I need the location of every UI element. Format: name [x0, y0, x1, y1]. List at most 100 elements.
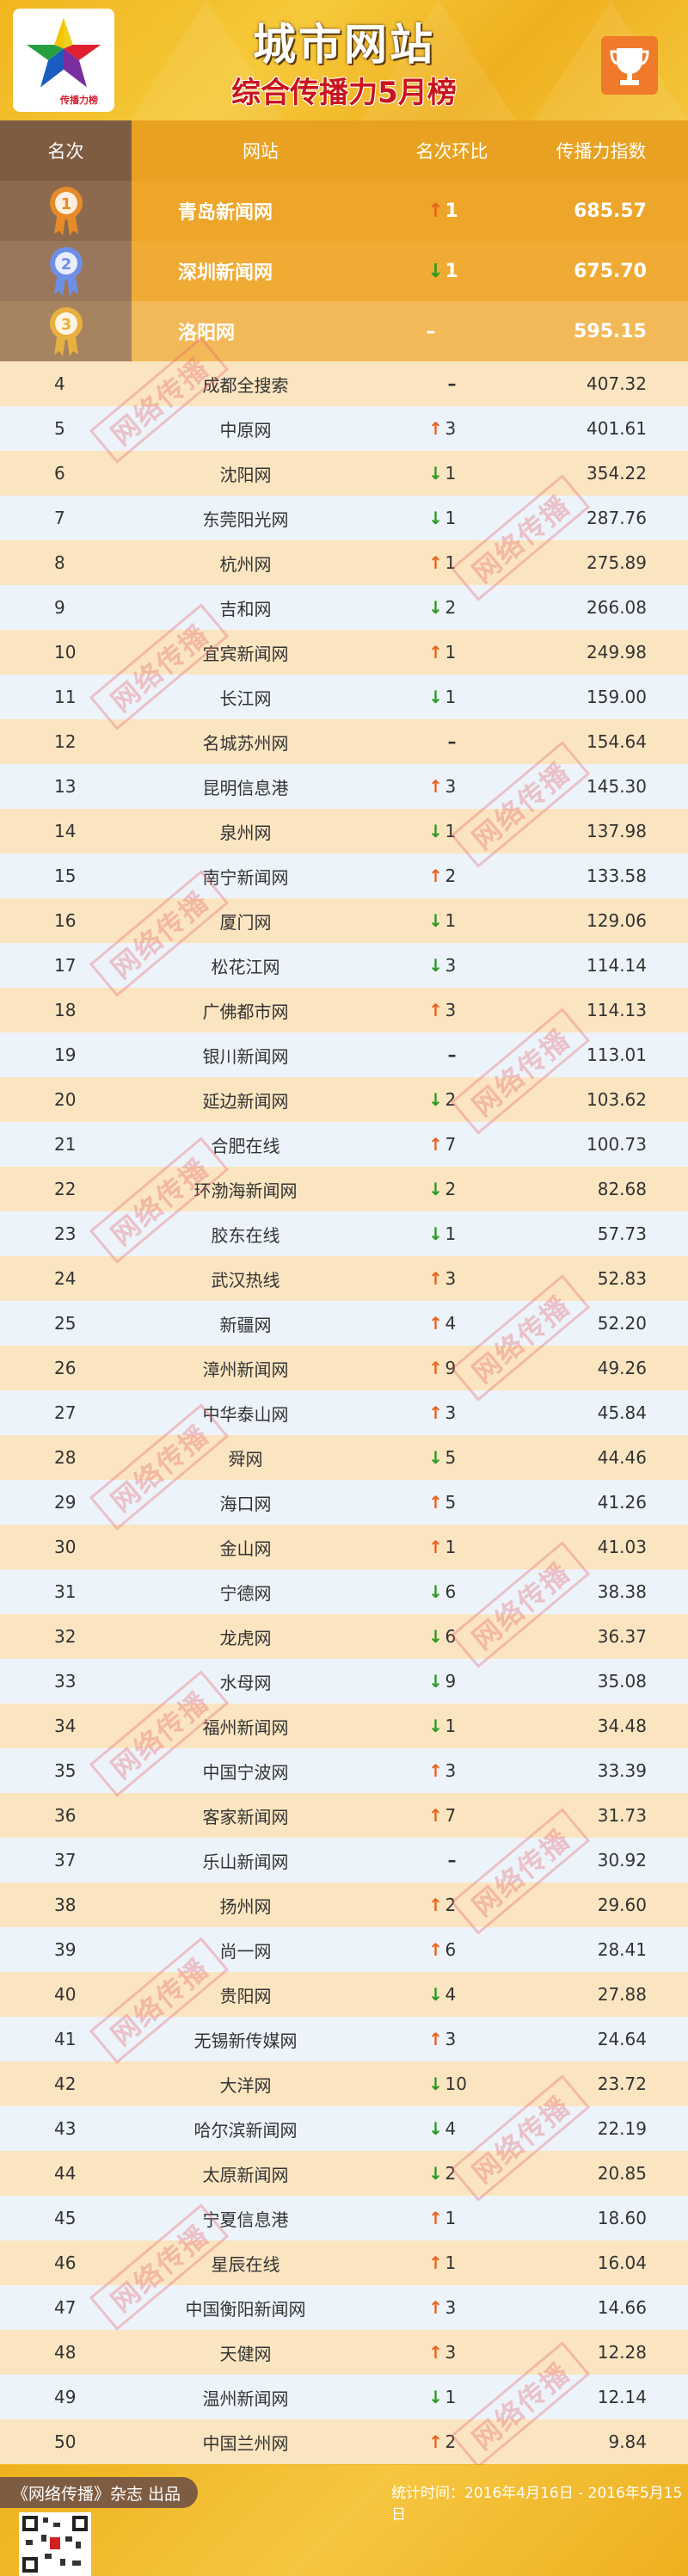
score: 675.70 [574, 260, 647, 282]
rank: 43 [54, 2118, 77, 2139]
arrow-down-icon: ↓ [428, 1447, 443, 1468]
site-name: 新疆网 [219, 1314, 272, 1335]
score: 22.19 [597, 2118, 647, 2139]
arrow-up-icon: ↑ [428, 2342, 443, 2363]
rank: 38 [54, 1895, 77, 1915]
score: 249.98 [587, 642, 647, 662]
site-name: 中原网 [219, 419, 272, 441]
score: 401.61 [587, 418, 647, 439]
rank: 33 [54, 1671, 77, 1692]
rank-change: ↑ 1 [390, 540, 514, 585]
rank-change: ↑ 3 [390, 2285, 514, 2330]
arrow-down-icon: ↓ [428, 463, 443, 484]
rank: 16 [54, 910, 77, 931]
site-name: 福州新闻网 [202, 1716, 289, 1738]
rank-change: ↑ 2 [390, 2419, 514, 2464]
score: 41.03 [597, 1537, 647, 1557]
score: 23.72 [597, 2074, 647, 2094]
site-name: 水母网 [219, 1672, 272, 1693]
table-row: 31 宁德网 ↓ 6 38.38 [0, 1569, 688, 1614]
star-logo-icon [26, 17, 101, 88]
arrow-up-icon: ↑ [428, 866, 443, 886]
rank-change: ↑ 1 [390, 2196, 514, 2240]
column-header-site: 网站 [243, 141, 279, 162]
site-name: 名城苏州网 [202, 732, 289, 754]
arrow-up-icon: ↑ [428, 1805, 443, 1826]
rank-change: – [390, 719, 514, 764]
table-row: 5 中原网 ↑ 3 401.61 [0, 406, 688, 451]
site-name: 中国宁波网 [202, 1761, 289, 1783]
site-name: 中华泰山网 [202, 1403, 289, 1425]
rank-change: – [390, 1032, 514, 1077]
rank-change: ↑ 4 [390, 1301, 514, 1346]
arrow-up-icon: ↑ [428, 776, 443, 797]
rank: 48 [54, 2342, 77, 2363]
arrow-up-icon: ↑ [428, 1358, 443, 1378]
arrow-down-icon: ↓ [428, 2387, 443, 2407]
rank-change: ↓ 1 [427, 260, 458, 282]
rank-change: ↓ 4 [390, 2106, 514, 2151]
rank-change: ↓ 1 [390, 675, 514, 719]
svg-text:3: 3 [60, 316, 71, 334]
score: 82.68 [597, 1179, 647, 1199]
arrow-up-icon: ↑ [428, 2431, 443, 2452]
rank: 9 [54, 597, 65, 618]
site-name: 大洋网 [219, 2074, 272, 2096]
table-row: 13 昆明信息港 ↑ 3 145.30 [0, 764, 688, 809]
site-name: 太原新闻网 [202, 2164, 289, 2185]
arrow-down-icon: ↓ [428, 508, 443, 528]
site-name: 松花江网 [211, 956, 280, 977]
score: 28.41 [597, 1939, 647, 1960]
score: 595.15 [574, 320, 647, 342]
rank: 28 [54, 1447, 77, 1468]
score: 103.62 [587, 1089, 647, 1110]
arrow-up-icon: ↑ [428, 1134, 443, 1155]
site-name: 海口网 [219, 1493, 272, 1514]
score: 41.26 [597, 1492, 647, 1513]
score: 133.58 [587, 866, 647, 886]
arrow-down-icon: ↓ [428, 910, 443, 931]
arrow-up-icon: ↑ [428, 1492, 443, 1513]
site-name: 泉州网 [219, 822, 272, 843]
table-row: 30 金山网 ↑ 1 41.03 [0, 1525, 688, 1569]
table-row: 25 新疆网 ↑ 4 52.20 [0, 1301, 688, 1346]
arrow-up-icon: ↑ [428, 2252, 443, 2273]
rank: 44 [54, 2163, 77, 2184]
score: 114.14 [587, 955, 647, 976]
score: 12.14 [597, 2387, 647, 2407]
table-row: 32 龙虎网 ↓ 6 36.37 [0, 1614, 688, 1659]
rank: 46 [54, 2252, 77, 2273]
rank: 32 [54, 1626, 77, 1647]
rank: 17 [54, 955, 77, 976]
site-name: 舜网 [228, 1448, 263, 1470]
score: 16.04 [597, 2252, 647, 2273]
rank: 29 [54, 1492, 77, 1513]
rank-change: ↑ 1 [390, 1525, 514, 1569]
rank-change: ↑ 7 [390, 1793, 514, 1838]
rank-change: ↑ 3 [390, 1256, 514, 1301]
arrow-down-icon: ↓ [428, 597, 443, 618]
table-row: 19 银川新闻网 – 113.01 [0, 1032, 688, 1077]
page-subtitle: 综合传播力5月榜 [231, 76, 457, 110]
rank-change: ↓ 6 [390, 1614, 514, 1659]
rank-change: ↓ 3 [390, 943, 514, 988]
score: 30.92 [597, 1850, 647, 1870]
site-name: 青岛新闻网 [178, 202, 273, 224]
page-title: 城市网站 [253, 20, 435, 70]
site-name: 星辰在线 [211, 2253, 280, 2275]
site-name: 胶东在线 [211, 1224, 280, 1246]
rank: 11 [54, 687, 77, 707]
table-row: 40 贵阳网 ↓ 4 27.88 [0, 1972, 688, 2017]
medal-icon: 3 [49, 306, 83, 356]
table-row: 47 中国衡阳新闻网 ↑ 3 14.66 [0, 2285, 688, 2330]
table-row: 43 哈尔滨新闻网 ↓ 4 22.19 [0, 2106, 688, 2151]
score: 36.37 [597, 1626, 647, 1647]
table-row: 36 客家新闻网 ↑ 7 31.73 [0, 1793, 688, 1838]
site-name: 洛阳网 [178, 323, 236, 344]
rank: 20 [54, 1089, 77, 1110]
rank: 36 [54, 1805, 77, 1826]
rank-change: ↑ 1 [390, 630, 514, 675]
score: 354.22 [587, 463, 647, 484]
rank: 5 [54, 418, 65, 439]
arrow-down-icon: ↓ [428, 2163, 443, 2184]
